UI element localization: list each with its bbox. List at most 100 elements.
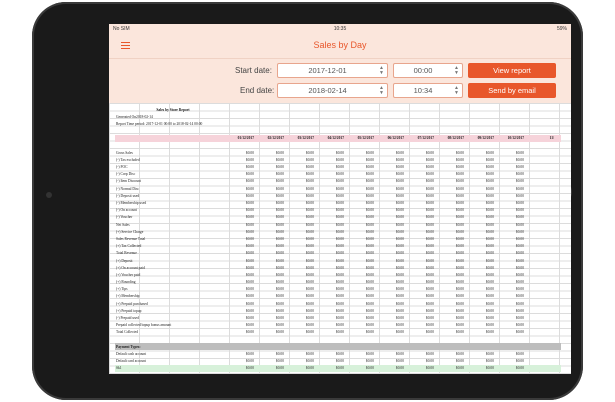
metric-value-cell[interactable]: $0.00: [515, 280, 524, 285]
metric-value-cell[interactable]: $0.00: [305, 308, 314, 313]
empty-cell[interactable]: [531, 113, 561, 120]
metric-value-cell[interactable]: $0.00: [245, 201, 254, 206]
metric-value-cell[interactable]: $0.00: [455, 301, 464, 306]
empty-cell[interactable]: [531, 142, 561, 149]
metric-value-cell[interactable]: $0.00: [305, 316, 314, 321]
empty-cell[interactable]: [321, 336, 351, 343]
metric-value-cell[interactable]: $0.00: [395, 201, 404, 206]
metric-value-cell[interactable]: $0.00: [455, 150, 464, 155]
metric-value-cell[interactable]: $0.00: [515, 229, 524, 234]
metric-value-cell[interactable]: $0.00: [425, 301, 434, 306]
report-period-cell[interactable]: Report Time period: 2017-12-01 00:00 to …: [116, 121, 203, 126]
metric-value-cell[interactable]: $0.00: [305, 330, 314, 335]
payment-value-cell[interactable]: $0.00: [321, 364, 351, 372]
metric-label-cell[interactable]: (-) Voucher: [116, 215, 133, 220]
metric-value-cell[interactable]: $0.00: [515, 323, 524, 328]
payment-value-cell[interactable]: [411, 372, 441, 374]
date-header-cell[interactable]: 10/12/2017: [501, 134, 531, 142]
metric-value-cell[interactable]: $0.00: [485, 308, 494, 313]
metric-value-cell[interactable]: $0.00: [365, 244, 374, 249]
metric-value-cell[interactable]: $0.00: [365, 308, 374, 313]
payment-value-cell[interactable]: [531, 350, 561, 357]
metric-value-cell[interactable]: $0.00: [515, 258, 524, 263]
payment-value-cell[interactable]: [231, 372, 261, 374]
metric-value-cell[interactable]: $0.00: [245, 265, 254, 270]
metric-value-cell[interactable]: $0.00: [455, 280, 464, 285]
date-header-cell[interactable]: 07/12/2017: [411, 134, 441, 142]
metric-value-cell[interactable]: $0.00: [365, 208, 374, 213]
payment-value-cell[interactable]: $0.00: [515, 351, 524, 356]
metric-value-cell[interactable]: $0.00: [515, 186, 524, 191]
metric-value-cell[interactable]: $0.00: [335, 323, 344, 328]
payment-value-cell[interactable]: $0.00: [471, 364, 501, 372]
metric-value-cell[interactable]: $0.00: [365, 150, 374, 155]
metric-value-cell[interactable]: $0.00: [485, 301, 494, 306]
metric-value-cell[interactable]: $0.00: [455, 222, 464, 227]
metric-value-cell[interactable]: $0.00: [275, 251, 284, 256]
empty-cell[interactable]: [411, 343, 441, 351]
empty-cell[interactable]: [261, 120, 291, 127]
empty-cell[interactable]: [471, 142, 501, 149]
metric-value-cell[interactable]: $0.00: [485, 330, 494, 335]
metric-value-cell[interactable]: $0.00: [245, 222, 254, 227]
metric-value-cell[interactable]: $0.00: [485, 258, 494, 263]
metric-value-cell[interactable]: $0.00: [275, 157, 284, 162]
metric-value-cell[interactable]: $0.00: [245, 165, 254, 170]
empty-cell[interactable]: [441, 336, 471, 343]
metric-value-cell[interactable]: $0.00: [395, 308, 404, 313]
payment-label-cell[interactable]: Default cash account: [116, 351, 147, 356]
empty-cell[interactable]: [115, 134, 231, 142]
empty-cell[interactable]: [231, 343, 261, 351]
date-header-cell[interactable]: 02/12/2017: [261, 134, 291, 142]
metric-value-cell[interactable]: $0.00: [305, 265, 314, 270]
metric-value-cell[interactable]: $0.00: [425, 251, 434, 256]
metric-value-cell[interactable]: $0.00: [425, 157, 434, 162]
payment-value-cell[interactable]: $0.00: [261, 364, 291, 372]
empty-cell[interactable]: [231, 120, 261, 127]
metric-value-cell[interactable]: $0.00: [395, 316, 404, 321]
metric-value-cell[interactable]: $0.00: [335, 251, 344, 256]
end-time-picker[interactable]: 10:34 ▲ ▼: [393, 83, 463, 98]
payment-value-cell[interactable]: [261, 372, 291, 374]
metric-value-cell[interactable]: $0.00: [245, 330, 254, 335]
metric-value-cell[interactable]: $0.00: [335, 301, 344, 306]
empty-cell[interactable]: [351, 336, 381, 343]
payment-value-cell[interactable]: $0.00: [455, 351, 464, 356]
empty-cell[interactable]: [291, 336, 321, 343]
metric-value-cell[interactable]: $0.00: [455, 251, 464, 256]
metric-value-cell[interactable]: $0.00: [305, 222, 314, 227]
metric-value-cell[interactable]: $0.00: [365, 323, 374, 328]
metric-value-cell[interactable]: $0.00: [425, 172, 434, 177]
metric-value-cell[interactable]: $0.00: [275, 179, 284, 184]
metric-value-cell[interactable]: $0.00: [485, 251, 494, 256]
metric-value-cell[interactable]: $0.00: [275, 222, 284, 227]
payment-value-cell[interactable]: $0.00: [515, 359, 524, 364]
metric-label-cell[interactable]: Net Sales: [116, 222, 130, 227]
empty-cell[interactable]: [471, 128, 501, 135]
metric-value-cell[interactable]: $0.00: [275, 294, 284, 299]
metric-label-cell[interactable]: Gross Sales: [116, 150, 133, 155]
empty-cell[interactable]: [321, 343, 351, 351]
metric-value-cell[interactable]: $0.00: [515, 208, 524, 213]
metric-value-cell[interactable]: $0.00: [425, 201, 434, 206]
end-date-picker[interactable]: 2018-02-14 ▲ ▼: [277, 83, 388, 98]
metric-value-cell[interactable]: $0.00: [515, 222, 524, 227]
metric-value-cell[interactable]: [531, 156, 561, 163]
empty-cell[interactable]: [351, 142, 381, 149]
metric-value-cell[interactable]: $0.00: [395, 208, 404, 213]
metric-value-cell[interactable]: [531, 286, 561, 293]
empty-cell[interactable]: [321, 142, 351, 149]
empty-cell[interactable]: [261, 336, 291, 343]
metric-value-cell[interactable]: $0.00: [455, 157, 464, 162]
metric-value-cell[interactable]: $0.00: [365, 229, 374, 234]
metric-value-cell[interactable]: $0.00: [365, 157, 374, 162]
metric-value-cell[interactable]: $0.00: [425, 215, 434, 220]
metric-value-cell[interactable]: $0.00: [515, 272, 524, 277]
metric-value-cell[interactable]: $0.00: [425, 316, 434, 321]
metric-value-cell[interactable]: $0.00: [395, 236, 404, 241]
payment-value-cell[interactable]: $0.00: [441, 364, 471, 372]
payment-value-cell[interactable]: $0.00: [485, 359, 494, 364]
metric-label-cell[interactable]: (+) Deposit: [116, 258, 133, 263]
metric-value-cell[interactable]: $0.00: [335, 208, 344, 213]
metric-value-cell[interactable]: $0.00: [455, 244, 464, 249]
